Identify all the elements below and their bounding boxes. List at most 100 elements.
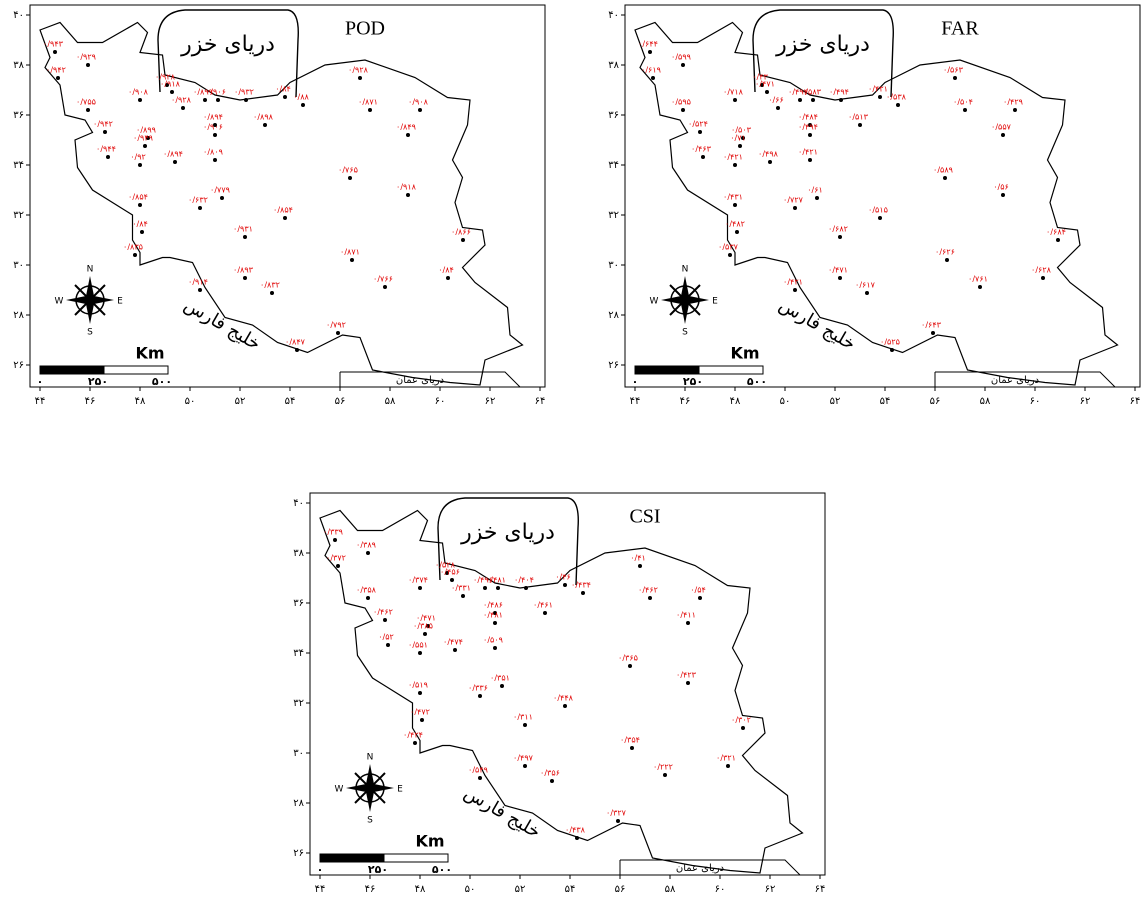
x-tick-label: ۵۲ <box>515 884 526 895</box>
station <box>133 253 137 257</box>
scale-label: ۲۵۰ <box>88 375 108 388</box>
station <box>198 206 202 210</box>
scale-label: ۰ <box>317 863 324 876</box>
station-value: ۰/۹۲۹ <box>76 53 96 62</box>
station-value: ۰/۴۸۱ <box>483 611 503 620</box>
station-value: ۰/۸۸ <box>293 93 309 102</box>
station-value: ۰/۴۶۲ <box>373 608 393 617</box>
station <box>890 348 894 352</box>
station <box>213 158 217 162</box>
station-value: ۰/۴۲۱ <box>783 278 803 287</box>
station-value: ۰/۸۴ <box>132 220 148 229</box>
x-tick-label: ۵۶ <box>335 396 346 407</box>
y-tick-label: ۳۴ <box>13 160 24 171</box>
station-value: ۰/۵۲۸ <box>435 561 456 570</box>
scale-white <box>103 365 169 375</box>
y-tick-label: ۳۰ <box>608 260 619 271</box>
station <box>808 158 812 162</box>
x-tick-label: ۵۰ <box>185 396 196 407</box>
station <box>350 258 354 262</box>
oman-label: دریای عمان <box>676 863 724 874</box>
station-value: ۰/۶۴۳ <box>921 321 942 330</box>
station <box>858 123 862 127</box>
x-tick-label: ۴۴ <box>630 396 641 407</box>
y-tick-label: ۲۶ <box>13 360 24 371</box>
station-value: ۰/۸۷۱ <box>340 248 360 257</box>
compass-w: W <box>650 297 659 307</box>
station <box>1001 193 1005 197</box>
frame <box>309 492 826 876</box>
station-value: ۰/۴۸۴ <box>798 113 818 122</box>
station-value: ۰/۳۵۶ <box>540 769 560 778</box>
station <box>283 95 287 99</box>
station-value: ۰/۳۵۴ <box>620 736 640 745</box>
station-value: ۰/۳۲۷ <box>606 809 627 818</box>
station <box>461 594 465 598</box>
station <box>301 103 305 107</box>
station-value: ۰/۶۱۷ <box>855 281 876 290</box>
station-value: ۰/۸۴۷ <box>285 338 306 347</box>
compass-w: W <box>55 297 64 307</box>
station <box>478 776 482 780</box>
station <box>945 258 949 262</box>
station-value: ۰/۷۶۵ <box>338 166 358 175</box>
scale-label: ۲۵۰ <box>368 863 388 876</box>
station-value: ۰/۴۲۱ <box>868 85 888 94</box>
station <box>741 136 745 140</box>
station-value: ۰/۷۹۲ <box>326 321 346 330</box>
station-value: ۰/۴۷۲ <box>410 708 430 717</box>
scale-white <box>383 853 449 863</box>
station-value: ۰/۳۵۱ <box>490 674 510 683</box>
station-value: ۰/۹۰۶ <box>203 123 223 132</box>
station <box>728 253 732 257</box>
x-tick-label: ۵۸ <box>385 396 396 407</box>
station <box>630 746 634 750</box>
station <box>1041 276 1045 280</box>
station <box>760 83 764 87</box>
station <box>808 133 812 137</box>
station-value: ۰/۹۴۴ <box>96 145 116 154</box>
station-value: ۰/۶۲۸ <box>1031 266 1052 275</box>
compass-n: N <box>682 265 689 275</box>
station-value: ۰/۵۰۴ <box>953 98 973 107</box>
station <box>793 206 797 210</box>
station <box>445 571 449 575</box>
station <box>358 76 362 80</box>
station-value: ۰/۷۱ <box>730 134 746 143</box>
station <box>143 144 147 148</box>
country-border <box>319 509 804 874</box>
station <box>450 578 454 582</box>
panel-title: FAR <box>941 18 979 40</box>
station-value: ۰/۴۲۹ <box>1003 98 1023 107</box>
x-tick-label: ۶۴ <box>1130 396 1141 407</box>
x-tick-label: ۴۴ <box>315 884 326 895</box>
station <box>563 704 567 708</box>
station-value: ۰/۳۸۹ <box>356 541 376 550</box>
scale-unit: Km <box>135 344 164 363</box>
compass-s: S <box>367 816 373 826</box>
station <box>86 108 90 112</box>
station-value: ۰/۴۶۱ <box>533 601 553 610</box>
station <box>243 276 247 280</box>
scale-label: ۰ <box>37 375 44 388</box>
station-value: ۰/۵۲۵ <box>880 338 900 347</box>
station <box>523 723 527 727</box>
station <box>798 98 802 102</box>
station-value: ۰/۵۲۴ <box>688 120 708 129</box>
oman-sea-line <box>619 859 801 876</box>
station-value: ۰/۳۷۲ <box>326 554 346 563</box>
x-tick-label: ۵۴ <box>565 884 576 895</box>
station-value: ۰/۵۳۷ <box>718 243 739 252</box>
station <box>1056 238 1060 242</box>
station-value: ۰/۸۵۴ <box>128 193 148 202</box>
station-value: ۰/۵۶۳ <box>943 66 964 75</box>
station <box>368 108 372 112</box>
station-value: ۰/۵۴ <box>690 586 706 595</box>
station <box>815 196 819 200</box>
y-tick-label: ۳۸ <box>608 60 619 71</box>
x-tick-label: ۵۲ <box>830 396 841 407</box>
station <box>698 596 702 600</box>
station <box>220 196 224 200</box>
station-value: ۰/۳۲۱ <box>716 754 736 763</box>
station <box>681 63 685 67</box>
